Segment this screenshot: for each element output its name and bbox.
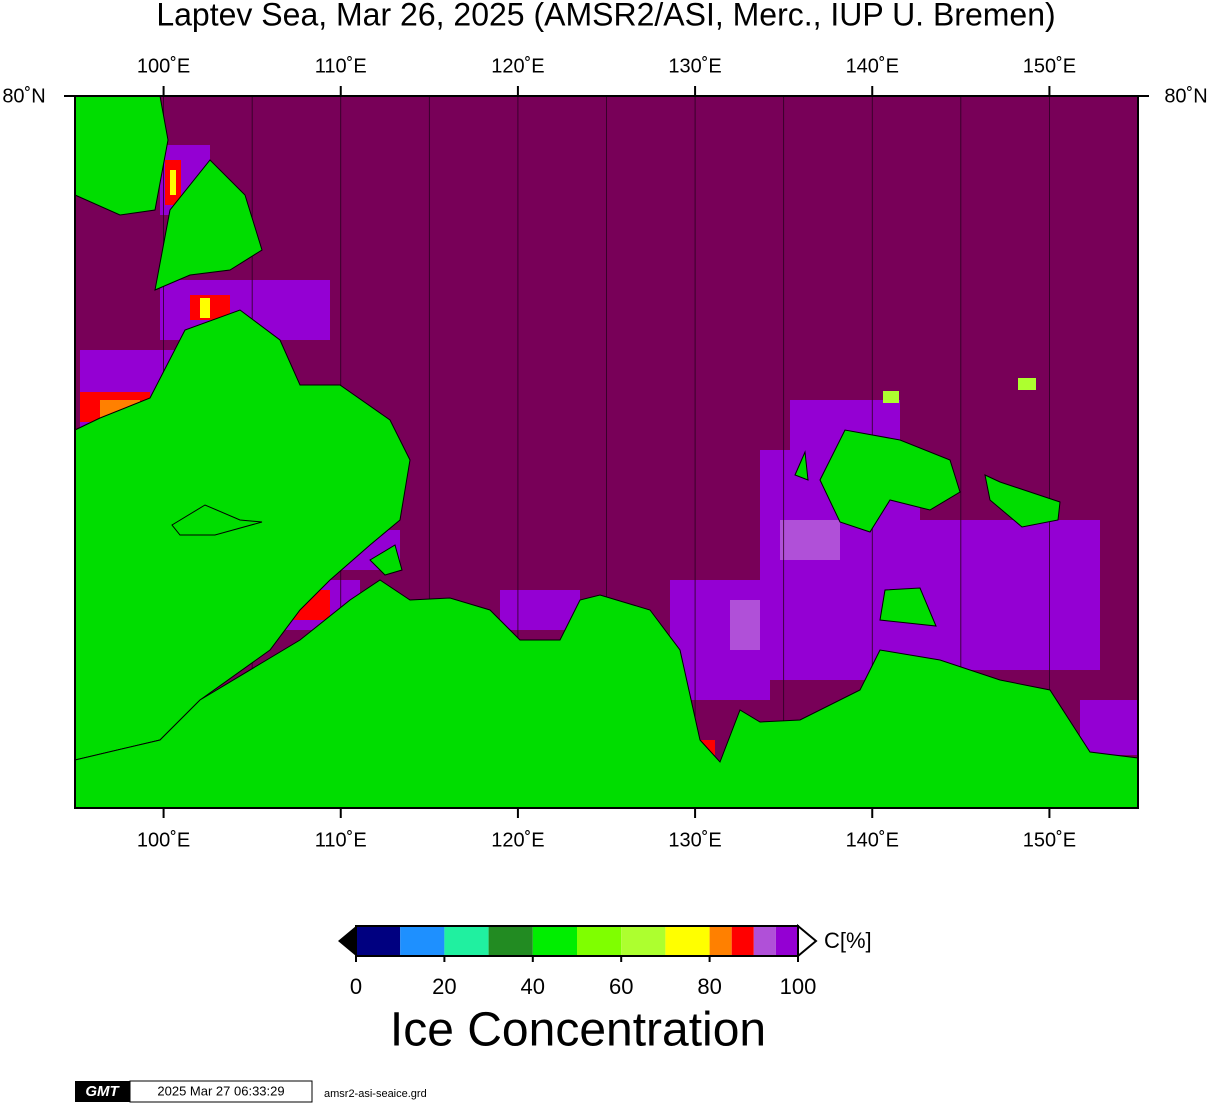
lon-label: 130˚E	[668, 829, 721, 851]
lon-label: 110˚E	[315, 829, 367, 851]
colorbar-tick-label: 80	[697, 974, 721, 999]
colorbar-bin	[444, 926, 489, 956]
colorbar-bin	[665, 926, 710, 956]
title: Laptev Sea, Mar 26, 2025 (AMSR2/ASI, Mer…	[156, 0, 1055, 32]
lon-label: 110˚E	[315, 55, 367, 77]
colorbar-bin	[775, 926, 798, 956]
lat-label: 80˚N	[1164, 85, 1207, 107]
lon-label: 100˚E	[137, 55, 190, 77]
lon-label: 140˚E	[846, 55, 899, 77]
colorbar-bin	[577, 926, 622, 956]
lon-label: 150˚E	[1023, 829, 1076, 851]
land	[74, 95, 1139, 809]
colorbar-bin	[532, 926, 577, 956]
colorbar-tick-label: 100	[780, 974, 817, 999]
colorbar-tick-label: 0	[350, 974, 362, 999]
colorbar-bin	[621, 926, 666, 956]
timestamp: 2025 Mar 27 06:33:29	[157, 1083, 284, 1098]
lat-label: 80˚N	[2, 85, 45, 107]
map-frame	[74, 95, 1139, 809]
colorbar-bin	[356, 926, 401, 956]
timestamp-box	[129, 1080, 313, 1103]
gmt-logo: GMT	[85, 1083, 120, 1100]
colorbar: 0 20 40 60 80 100	[350, 925, 817, 999]
colorbar-bin	[488, 926, 533, 956]
colorbar-bin	[753, 926, 776, 956]
lon-label: 140˚E	[846, 829, 899, 851]
caption: Ice Concentration	[390, 1004, 766, 1057]
colorbar-bin	[400, 926, 445, 956]
colorbar-bin	[709, 926, 732, 956]
file-name: amsr2-asi-seaice.grd	[324, 1088, 427, 1100]
colorbar-unit: C[%]	[824, 928, 872, 953]
lon-label: 120˚E	[491, 55, 544, 77]
colorbar-under	[338, 926, 356, 956]
colorbar-over	[797, 923, 818, 959]
lon-label: 100˚E	[137, 829, 190, 851]
colorbar-tick-label: 20	[432, 974, 456, 999]
gmt-logo-box	[75, 1081, 130, 1102]
colorbar-tick-label: 40	[521, 974, 545, 999]
lon-label: 150˚E	[1023, 55, 1076, 77]
lon-label: 130˚E	[668, 55, 721, 77]
colorbar-tick-label: 60	[609, 974, 633, 999]
lon-label: 120˚E	[491, 829, 544, 851]
colorbar-bin	[731, 926, 754, 956]
